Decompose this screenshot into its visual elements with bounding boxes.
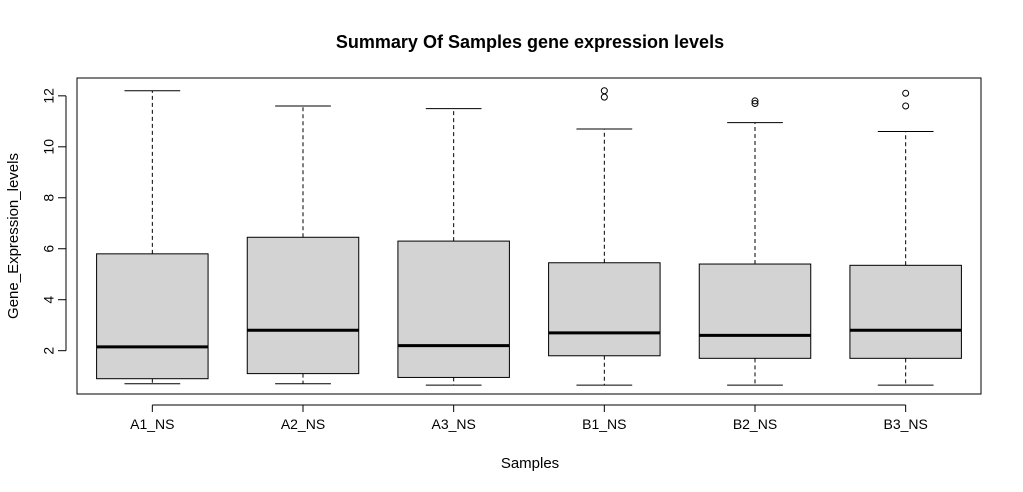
x-tick-label: B2_NS [733,416,777,432]
box-B2_NS [698,97,812,386]
plot-frame [76,77,982,395]
x-tick-label: B1_NS [582,416,626,432]
box-A1_NS [96,90,209,385]
x-axis-label: Samples [501,455,559,472]
y-axis-label: Gene_Expression_levels [5,153,22,319]
chart-title: Summary Of Samples gene expression level… [336,32,724,52]
x-axis: A1_NS A2_NS A3_NS B1_NS B2_NS B3_NS [130,404,928,432]
iqr-box [849,264,962,359]
box-B1_NS [548,87,661,386]
outlier-point [902,102,910,110]
box-series [96,87,962,386]
y-tick-label: 4 [41,296,57,304]
box-A2_NS [246,105,360,385]
iqr-box [96,253,209,380]
x-tick-label: A2_NS [281,416,325,432]
outlier-point [902,89,910,97]
x-tick-label: A3_NS [431,416,475,432]
y-tick-label: 12 [41,88,57,104]
y-tick-label: 10 [41,139,57,155]
y-tick-label: 6 [41,245,57,253]
x-tick-label: A1_NS [130,416,174,432]
box-B3_NS [849,89,962,386]
y-tick-label: 8 [41,194,57,202]
x-tick-label: B3_NS [883,416,927,432]
y-axis: 2 4 6 8 10 12 [41,88,67,355]
outlier-point [751,97,759,105]
iqr-box [246,236,360,375]
outlier-point [600,87,608,95]
iqr-box [397,240,510,378]
y-tick-label: 2 [41,347,57,355]
iqr-box [548,262,661,357]
box-A3_NS [397,108,510,386]
iqr-box [698,263,812,359]
outlier-point [600,93,608,101]
outlier-point [751,99,759,107]
